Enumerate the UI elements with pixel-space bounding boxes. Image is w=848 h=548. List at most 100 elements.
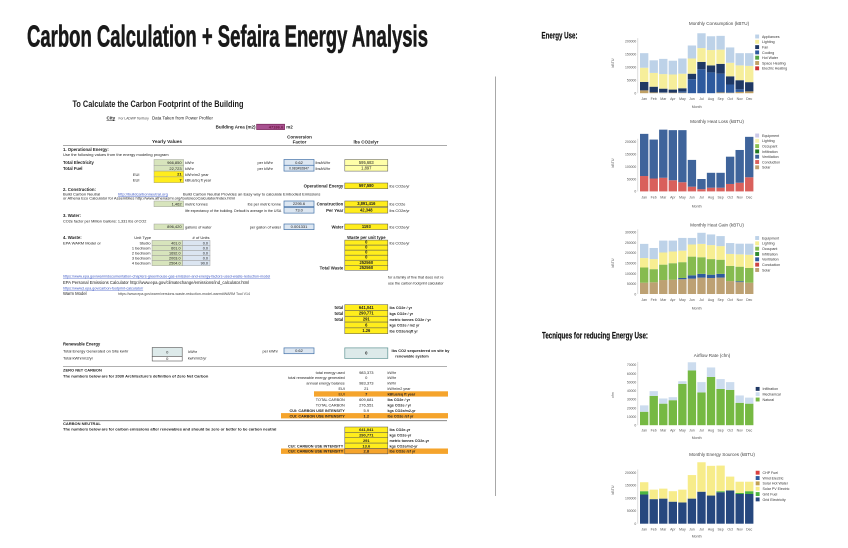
svg-text:Studio: Studio — [139, 240, 150, 245]
svg-text:Monthly Consumption (kBTU): Monthly Consumption (kBTU) — [689, 21, 750, 26]
svg-text:2295.6: 2295.6 — [293, 201, 306, 206]
svg-text:1,897: 1,897 — [361, 166, 372, 171]
svg-text:50000: 50000 — [627, 380, 637, 384]
svg-text:EPA WARM Model or: EPA WARM Model or — [63, 240, 101, 245]
svg-text:20000: 20000 — [627, 406, 637, 410]
svg-text:Yearly Values: Yearly Values — [152, 139, 182, 144]
svg-text:Equipment: Equipment — [762, 134, 779, 138]
svg-text:Energy Use:: Energy Use: — [542, 31, 578, 42]
svg-text:http://buildcarbonneutral.org: http://buildcarbonneutral.org — [118, 191, 168, 196]
svg-text:Airflow Rate (cfm): Airflow Rate (cfm) — [694, 353, 731, 358]
svg-text:Sep: Sep — [717, 298, 723, 302]
svg-text:50000: 50000 — [627, 282, 637, 286]
svg-text:Infiltration: Infiltration — [762, 150, 778, 154]
svg-text:Oct: Oct — [727, 97, 732, 101]
svg-text:0: 0 — [634, 522, 636, 526]
svg-text:10000: 10000 — [627, 415, 637, 419]
svg-text:595,683: 595,683 — [359, 160, 375, 165]
svg-text:0: 0 — [166, 356, 169, 361]
svg-text:Month: Month — [692, 436, 702, 440]
svg-text:Nov: Nov — [737, 527, 743, 531]
svg-text:100000: 100000 — [625, 496, 636, 500]
svg-text:EUI: EUI — [133, 172, 140, 177]
svg-text:60000: 60000 — [627, 372, 637, 376]
svg-text:0: 0 — [365, 250, 368, 255]
svg-text:Jan: Jan — [641, 527, 647, 531]
svg-text:lbs CO2e/yr: lbs CO2e/yr — [390, 241, 411, 245]
svg-text:Oct: Oct — [727, 429, 732, 433]
svg-text:200000: 200000 — [625, 471, 636, 475]
svg-text:250000: 250000 — [625, 241, 636, 245]
svg-text:Jul: Jul — [699, 527, 704, 531]
svg-text:641,041: 641,041 — [359, 305, 375, 310]
svg-text:5.9: 5.9 — [364, 408, 370, 413]
svg-text:Ventilation: Ventilation — [762, 258, 779, 262]
svg-text:290,771: 290,771 — [359, 433, 374, 438]
svg-text:kWhr/m2 year: kWhr/m2 year — [185, 173, 209, 177]
svg-text:Appliances: Appliances — [762, 35, 780, 39]
svg-text:Mar: Mar — [660, 97, 667, 101]
svg-text:Construction: Construction — [317, 202, 344, 207]
svg-text:May: May — [679, 97, 686, 101]
svg-text:Jun: Jun — [689, 97, 695, 101]
svg-text:metric tonnes CO2e-yr: metric tonnes CO2e-yr — [390, 439, 430, 443]
svg-text:Total Electricity: Total Electricity — [63, 160, 95, 165]
svg-text:kWhr: kWhr — [188, 350, 198, 354]
svg-text:0: 0 — [166, 349, 169, 354]
svg-text:Month: Month — [692, 306, 702, 310]
svg-text:3 bedroom: 3 bedroom — [132, 256, 151, 261]
svg-text:Grid Fuel: Grid Fuel — [763, 492, 778, 496]
svg-text:200000: 200000 — [625, 140, 636, 144]
svg-text:Nov: Nov — [737, 196, 743, 200]
svg-text:Solar: Solar — [762, 166, 771, 170]
svg-text:total: total — [334, 305, 343, 310]
svg-text:kgs CO2e/m2-yr: kgs CO2e/m2-yr — [390, 444, 419, 448]
svg-text:50000: 50000 — [627, 177, 637, 181]
svg-text:kBTU: kBTU — [611, 158, 615, 167]
svg-text:EPA Personal Emissions Calcula: EPA Personal Emissions Calculator http:/… — [63, 280, 249, 285]
svg-text:Electric Heating: Electric Heating — [762, 67, 787, 71]
svg-text:CO2e factor per Million Gallon: CO2e factor per Million Gallons: 1,331 l… — [63, 220, 146, 224]
svg-text:Jun: Jun — [689, 429, 695, 433]
svg-text:Occupant: Occupant — [762, 144, 777, 148]
svg-text:Dec: Dec — [746, 97, 752, 101]
svg-text:1.2: 1.2 — [364, 413, 370, 418]
svg-text:CUI: CARBON USE INTENSITY: CUI: CARBON USE INTENSITY — [290, 414, 346, 418]
svg-text:lbs CO2e-yr: lbs CO2e-yr — [390, 428, 411, 432]
svg-text:0: 0 — [365, 351, 368, 356]
svg-text:2 bedroom: 2 bedroom — [132, 251, 151, 256]
svg-text:lbs CO2e/yr: lbs CO2e/yr — [353, 139, 378, 144]
svg-text:Lighting: Lighting — [762, 40, 775, 44]
svg-text:0.62: 0.62 — [295, 160, 304, 165]
svg-text:42,348: 42,348 — [360, 208, 373, 213]
svg-text:0.001331: 0.001331 — [291, 224, 308, 229]
svg-text:Apr: Apr — [670, 429, 676, 433]
svg-text:Data Taken from Power Profiler: Data Taken from Power Profiler — [152, 116, 213, 121]
svg-text:40000: 40000 — [627, 389, 637, 393]
svg-text:Conduction: Conduction — [762, 263, 780, 267]
svg-text:Factor: Factor — [293, 139, 307, 144]
svg-text:Apr: Apr — [670, 196, 676, 200]
svg-text:47186.6: 47186.6 — [269, 125, 284, 130]
svg-text:Solar Hot Water: Solar Hot Water — [763, 482, 789, 486]
svg-text:for a family of five that does: for a family of five that does not re — [388, 275, 444, 279]
svg-text:Apr: Apr — [670, 97, 676, 101]
svg-text:kBTU: kBTU — [611, 485, 615, 494]
svg-text:4 bedroom: 4 bedroom — [132, 261, 151, 266]
svg-text:Building Area (m2): Building Area (m2) — [216, 125, 256, 130]
svg-text:kWhr: kWhr — [185, 167, 195, 171]
svg-text:Grid Electricity: Grid Electricity — [763, 498, 786, 502]
svg-text:lbs CO2e/yr: lbs CO2e/yr — [390, 184, 411, 188]
svg-text:kWhr: kWhr — [185, 161, 195, 165]
svg-text:Total kWhr/m2/yr: Total kWhr/m2/yr — [63, 355, 94, 360]
svg-text:For LADWP Territory: For LADWP Territory — [119, 117, 150, 121]
svg-text:Month: Month — [692, 105, 702, 109]
svg-text:Nov: Nov — [737, 97, 743, 101]
svg-text:150000: 150000 — [625, 262, 636, 266]
svg-text:kWhr: kWhr — [388, 371, 397, 375]
svg-text:0.0: 0.0 — [203, 247, 208, 251]
svg-text:0: 0 — [365, 375, 368, 380]
svg-text:Dec: Dec — [746, 429, 752, 433]
svg-text:Jun: Jun — [689, 298, 695, 302]
svg-text:0: 0 — [365, 240, 368, 245]
